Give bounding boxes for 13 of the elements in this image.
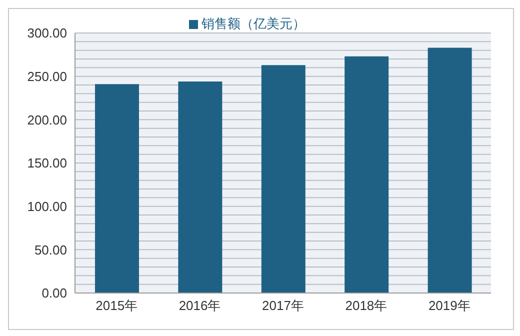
y-tick-label: 200.00 [27,112,67,128]
y-tick-label: 250.00 [27,68,67,84]
legend-label: 销售额（亿美元） [202,16,306,31]
y-tick-label: 300.00 [27,26,67,41]
y-tick-label: 150.00 [27,156,67,171]
x-tick-label: 2019年 [428,298,470,314]
x-tick-label: 2016年 [178,298,221,314]
y-tick-label: 50.00 [34,242,67,258]
y-tick-label: 0.00 [42,286,67,301]
x-tick-label: 2015年 [96,298,138,314]
x-tick-label: 2018年 [345,298,388,314]
y-tick-label: 100.00 [27,198,67,214]
x-tick-label: 2017年 [262,298,304,314]
